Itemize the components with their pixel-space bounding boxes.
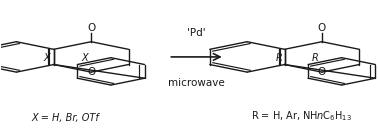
Text: X: X — [81, 53, 88, 63]
Text: 'Pd': 'Pd' — [187, 28, 206, 38]
Text: R: R — [312, 53, 319, 63]
Text: R = H, Ar, NH$n$C$_6$H$_{13}$: R = H, Ar, NH$n$C$_6$H$_{13}$ — [251, 109, 352, 123]
Text: O: O — [87, 23, 95, 33]
Text: O: O — [318, 23, 326, 33]
Text: O: O — [87, 67, 95, 77]
Text: R: R — [276, 53, 283, 63]
Text: O: O — [318, 67, 326, 77]
Text: microwave: microwave — [168, 78, 225, 88]
Text: X = H, Br, OTf: X = H, Br, OTf — [31, 113, 99, 123]
Text: X: X — [43, 53, 50, 63]
